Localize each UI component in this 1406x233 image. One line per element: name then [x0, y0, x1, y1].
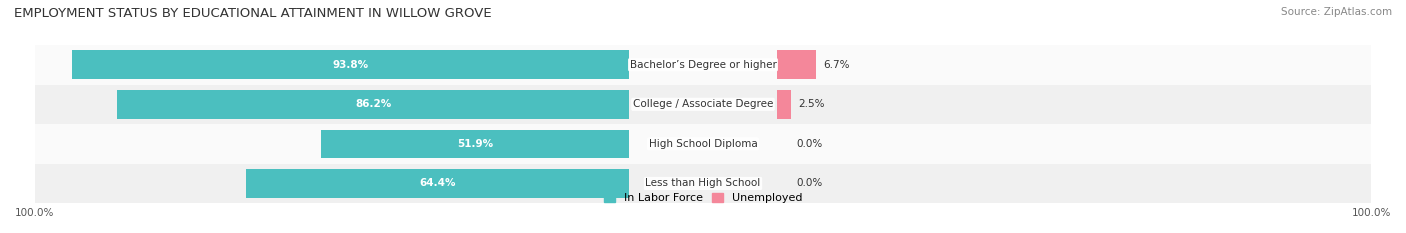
Text: High School Diploma: High School Diploma [648, 139, 758, 149]
Text: 6.7%: 6.7% [823, 60, 849, 70]
Legend: In Labor Force, Unemployed: In Labor Force, Unemployed [599, 189, 807, 208]
Text: 51.9%: 51.9% [457, 139, 494, 149]
Text: 0.0%: 0.0% [797, 139, 823, 149]
Bar [246, 169, 630, 198]
Text: Source: ZipAtlas.com: Source: ZipAtlas.com [1281, 7, 1392, 17]
Bar [35, 124, 1371, 164]
Text: 86.2%: 86.2% [354, 99, 391, 109]
Bar [117, 90, 630, 119]
Text: 2.5%: 2.5% [799, 99, 824, 109]
Text: 0.0%: 0.0% [797, 178, 823, 188]
Text: EMPLOYMENT STATUS BY EDUCATIONAL ATTAINMENT IN WILLOW GROVE: EMPLOYMENT STATUS BY EDUCATIONAL ATTAINM… [14, 7, 492, 20]
Bar [776, 90, 792, 119]
Text: 93.8%: 93.8% [332, 60, 368, 70]
Bar [35, 164, 1371, 203]
Text: College / Associate Degree: College / Associate Degree [633, 99, 773, 109]
Bar [321, 130, 630, 158]
Bar [35, 85, 1371, 124]
Text: Bachelor’s Degree or higher: Bachelor’s Degree or higher [630, 60, 776, 70]
Bar [776, 51, 817, 79]
Text: Less than High School: Less than High School [645, 178, 761, 188]
Text: 64.4%: 64.4% [420, 178, 456, 188]
Bar [35, 45, 1371, 85]
Bar [72, 51, 630, 79]
